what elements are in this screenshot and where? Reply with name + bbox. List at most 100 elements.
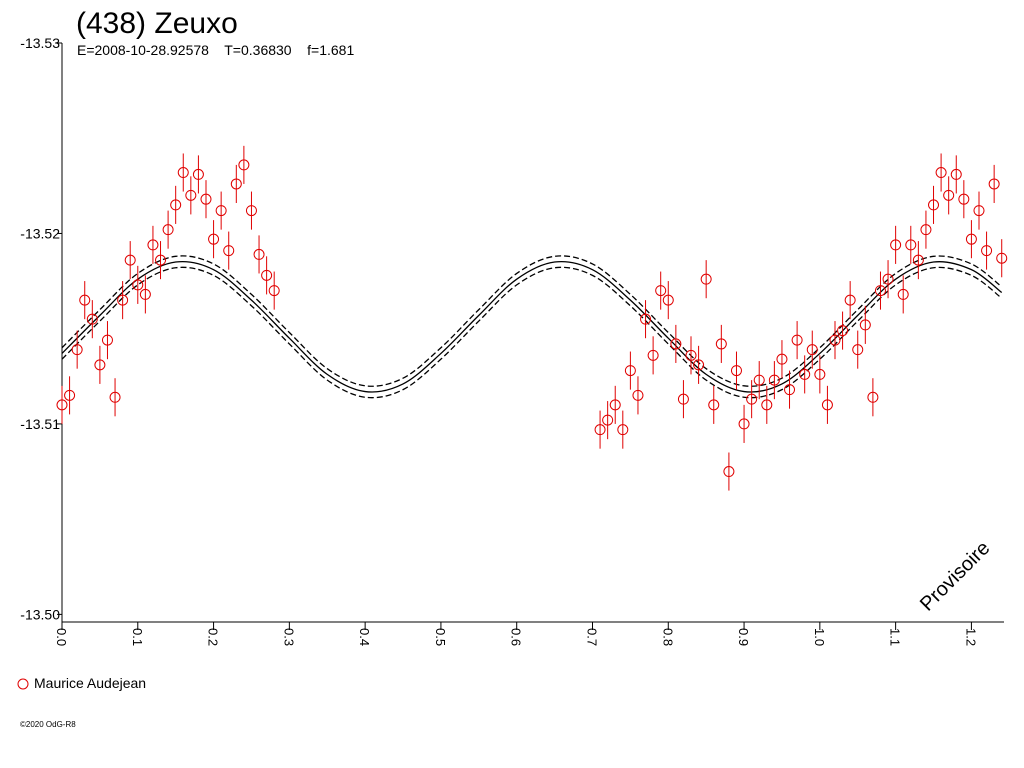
data-point — [155, 254, 167, 266]
data-point — [86, 313, 98, 325]
y-tick-label: -13.50 — [20, 606, 60, 622]
data-point — [609, 399, 621, 411]
legend-marker — [17, 678, 29, 690]
data-point — [117, 294, 129, 306]
fit-curve-dashed — [61, 266, 1003, 399]
data-point — [632, 389, 644, 401]
data-point — [245, 205, 257, 217]
y-tick-label: -13.51 — [20, 416, 60, 432]
data-point — [958, 193, 970, 205]
data-point — [844, 294, 856, 306]
data-point — [768, 374, 780, 386]
data-point — [715, 338, 727, 350]
data-point — [791, 334, 803, 346]
data-point — [852, 344, 864, 356]
data-point — [723, 466, 735, 478]
data-point — [185, 189, 197, 201]
data-point — [192, 168, 204, 180]
data-point — [882, 273, 894, 285]
data-point — [56, 399, 68, 411]
data-point — [920, 224, 932, 236]
data-point — [170, 199, 182, 211]
fit-curve-dashed — [61, 255, 1003, 387]
data-point — [708, 399, 720, 411]
data-point — [730, 365, 742, 377]
data-point — [238, 159, 250, 171]
data-point — [700, 273, 712, 285]
data-point — [897, 288, 909, 300]
chart-title: (438) Zeuxo — [76, 7, 238, 40]
data-point — [261, 269, 273, 281]
data-point — [71, 344, 83, 356]
data-point — [677, 393, 689, 405]
data-point — [761, 399, 773, 411]
x-tick-label: 0.8 — [660, 628, 675, 646]
data-point — [693, 359, 705, 371]
data-point — [124, 254, 136, 266]
data-point — [624, 365, 636, 377]
data-point — [806, 344, 818, 356]
data-point — [662, 294, 674, 306]
fit-curve — [61, 260, 1003, 393]
data-point — [821, 399, 833, 411]
chart-subtitle: E=2008-10-28.92578 T=0.36830 f=1.681 — [77, 42, 354, 58]
y-tick-label: -13.52 — [20, 225, 60, 241]
data-point — [268, 285, 280, 297]
data-point — [177, 167, 189, 179]
data-point — [655, 285, 667, 297]
data-point — [230, 178, 242, 190]
data-point — [670, 338, 682, 350]
data-point — [890, 239, 902, 251]
data-point — [223, 245, 235, 257]
data-point — [928, 199, 940, 211]
data-point — [746, 393, 758, 405]
x-tick-label: 0.9 — [736, 628, 751, 646]
data-point — [950, 168, 962, 180]
data-point — [253, 248, 265, 260]
data-point — [79, 294, 91, 306]
x-tick-label: 0.4 — [357, 628, 372, 646]
data-point — [965, 233, 977, 245]
data-point — [996, 252, 1008, 264]
data-point — [753, 374, 765, 386]
x-tick-label: 0.5 — [433, 628, 448, 646]
data-point — [874, 285, 886, 297]
x-tick-label: 1.1 — [888, 628, 903, 646]
data-point — [859, 319, 871, 331]
x-tick-label: 0.3 — [281, 628, 296, 646]
y-tick-label: -13.53 — [20, 35, 60, 51]
data-point — [64, 389, 76, 401]
data-point — [738, 418, 750, 430]
data-point — [594, 424, 606, 436]
data-point — [867, 391, 879, 403]
x-tick-label: 1.2 — [963, 628, 978, 646]
data-point — [943, 189, 955, 201]
data-point — [814, 368, 826, 380]
data-point — [162, 224, 174, 236]
data-point — [139, 288, 151, 300]
data-point — [208, 233, 220, 245]
data-point — [973, 205, 985, 217]
data-point — [685, 349, 697, 361]
data-point — [147, 239, 159, 251]
data-point — [101, 334, 113, 346]
data-point — [602, 414, 614, 426]
data-point — [109, 391, 121, 403]
data-point — [776, 353, 788, 365]
data-point — [215, 205, 227, 217]
data-point — [784, 384, 796, 396]
x-tick-label: 0.0 — [54, 628, 69, 646]
x-tick-label: 0.7 — [584, 628, 599, 646]
footer: ©2020 OdG-R8 — [20, 720, 76, 729]
data-point — [640, 313, 652, 325]
data-point — [94, 359, 106, 371]
data-point — [799, 368, 811, 380]
data-point — [829, 334, 841, 346]
x-tick-label: 0.2 — [206, 628, 221, 646]
x-tick-label: 0.1 — [130, 628, 145, 646]
x-tick-label: 1.0 — [812, 628, 827, 646]
data-point — [132, 279, 144, 291]
x-tick-label: 0.6 — [509, 628, 524, 646]
